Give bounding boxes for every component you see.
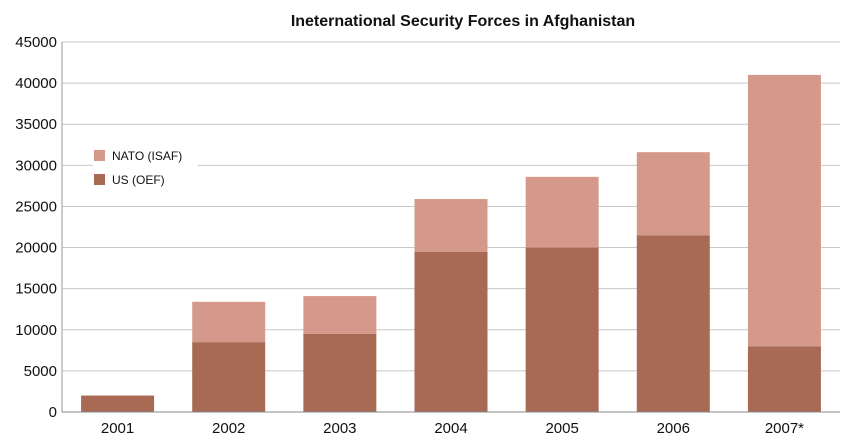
y-tick-label: 40000: [15, 75, 57, 92]
axes: 0 5000 10000 15000 20000 25000 30000 35000 40000…: [15, 34, 840, 437]
x-tick-label: 2006: [657, 420, 690, 437]
legend-box: [93, 149, 198, 193]
bar-segment-nato: [636, 152, 710, 236]
bar-segment-us: [192, 342, 266, 412]
bar-segment-nato: [303, 296, 377, 334]
legend-swatch-us: [94, 174, 105, 185]
bar-segment-us: [81, 395, 155, 412]
legend: NATO (ISAF) US (OEF): [93, 149, 198, 193]
bar-segment-us: [414, 251, 488, 412]
y-tick-label: 20000: [15, 240, 57, 257]
bars: [81, 74, 821, 412]
bar-segment-us: [303, 333, 377, 412]
y-tick-label: 0: [49, 404, 57, 421]
bar-segment-nato: [414, 199, 488, 252]
chart-title: Ineternational Security Forces in Afghan…: [291, 13, 635, 30]
y-tick-label: 45000: [15, 34, 57, 51]
bar-segment-nato: [747, 74, 821, 347]
x-tick-label: 2005: [545, 420, 578, 437]
legend-label-us: US (OEF): [112, 173, 165, 187]
y-tick-label: 25000: [15, 198, 57, 215]
bar-segment-us: [636, 235, 710, 412]
y-tick-label: 15000: [15, 281, 57, 298]
legend-swatch-nato: [94, 150, 105, 161]
bar-segment-us: [525, 247, 599, 412]
x-tick-label: 2007*: [765, 420, 804, 437]
bar-segment-us: [747, 346, 821, 412]
x-tick-label: 2001: [101, 420, 134, 437]
y-tick-label: 10000: [15, 322, 57, 339]
bar-segment-nato: [525, 176, 599, 248]
y-tick-label: 30000: [15, 157, 57, 174]
y-tick-label: 5000: [24, 363, 57, 380]
legend-label-nato: NATO (ISAF): [112, 149, 182, 163]
x-tick-label: 2004: [434, 420, 467, 437]
y-tick-label: 35000: [15, 116, 57, 133]
bar-segment-nato: [192, 301, 266, 343]
x-tick-label: 2002: [212, 420, 245, 437]
x-tick-label: 2003: [323, 420, 356, 437]
